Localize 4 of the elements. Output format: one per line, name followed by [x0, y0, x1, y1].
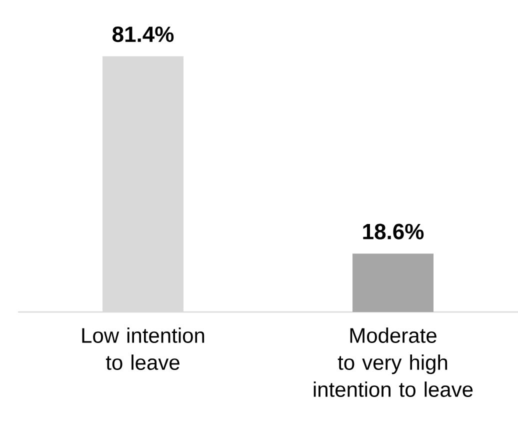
x-tick-label: Moderate to very high intention to leave [314, 328, 473, 397]
data-label: 81.4% [112, 26, 174, 42]
data-label: 18.6% [363, 224, 424, 240]
x-tick-label: Low intention to leave [82, 328, 204, 370]
